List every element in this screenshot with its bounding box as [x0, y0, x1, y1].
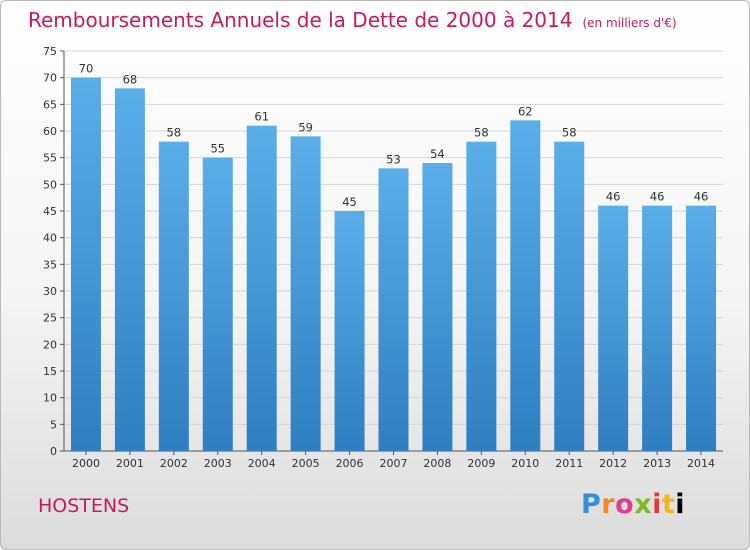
- x-tick-label: 2002: [160, 457, 188, 470]
- bar-2012: [598, 205, 629, 451]
- data-label-2005: 59: [298, 120, 313, 134]
- data-label-2009: 58: [474, 126, 489, 140]
- y-tick-label: 65: [43, 98, 57, 111]
- x-tick-label: 2003: [204, 457, 232, 470]
- data-label-2012: 46: [606, 190, 621, 204]
- proxiti-logo: Proxiti: [581, 489, 686, 520]
- data-label-2014: 46: [694, 190, 709, 204]
- y-tick-label: 45: [43, 205, 57, 218]
- data-label-2008: 54: [430, 147, 445, 161]
- y-tick-label: 35: [43, 258, 57, 271]
- x-tick-label: 2008: [423, 457, 451, 470]
- chart-unit: (en milliers d'€): [582, 16, 677, 30]
- data-label-2011: 58: [562, 126, 577, 140]
- y-tick-label: 60: [43, 125, 57, 138]
- y-tick-label: 50: [43, 178, 57, 191]
- y-tick-label: 25: [43, 312, 57, 325]
- data-label-2003: 55: [210, 142, 225, 156]
- x-tick-label: 2007: [380, 457, 408, 470]
- y-tick-label: 15: [43, 365, 57, 378]
- x-tick-label: 2004: [248, 457, 276, 470]
- bar-2000: [70, 77, 101, 452]
- y-tick-label: 10: [43, 392, 57, 405]
- x-tick-label: 2001: [116, 457, 144, 470]
- y-tick-label: 55: [43, 152, 57, 165]
- x-tick-label: 2014: [687, 457, 715, 470]
- y-tick-label: 5: [50, 418, 57, 431]
- bar-2011: [554, 141, 585, 451]
- x-tick-label: 2012: [599, 457, 627, 470]
- bar-2007: [378, 168, 409, 452]
- bar-2005: [290, 136, 321, 452]
- bar-2004: [246, 125, 277, 452]
- data-label-2006: 45: [342, 195, 357, 209]
- bar-2002: [158, 141, 189, 451]
- bar-2003: [202, 157, 233, 451]
- chart-title: Remboursements Annuels de la Dette de 20…: [28, 8, 677, 32]
- bar-2008: [422, 163, 453, 451]
- bar-2014: [686, 205, 717, 451]
- chart-title-text: Remboursements Annuels de la Dette de 20…: [28, 8, 573, 32]
- data-label-2007: 53: [386, 152, 401, 166]
- bar-2009: [466, 141, 497, 451]
- bars: [70, 77, 717, 452]
- bar-2010: [510, 120, 541, 451]
- bar-2006: [334, 211, 365, 451]
- x-tick-label: 2006: [336, 457, 364, 470]
- data-label-2001: 68: [123, 72, 138, 86]
- data-label-2013: 46: [650, 190, 665, 204]
- x-tick-label: 2005: [292, 457, 320, 470]
- x-tick-label: 2011: [555, 457, 583, 470]
- x-tick-label: 2009: [467, 457, 495, 470]
- x-tick-label: 2013: [643, 457, 671, 470]
- bar-2013: [642, 205, 673, 451]
- data-label-2002: 58: [167, 126, 182, 140]
- data-label-2004: 61: [254, 110, 269, 124]
- x-tick-label: 2010: [511, 457, 539, 470]
- bar-2001: [114, 88, 145, 451]
- y-tick-label: 40: [43, 232, 57, 245]
- data-labels: 70 68 58 55 61 59 45 53 54 58 62 58 46 46 46: [79, 62, 709, 209]
- data-label-2010: 62: [518, 104, 533, 118]
- y-tick-label: 20: [43, 338, 57, 351]
- y-tick-label: 75: [43, 45, 57, 58]
- data-label-2000: 70: [79, 62, 94, 76]
- commune-name: HOSTENS: [38, 495, 130, 517]
- y-tick-label: 70: [43, 72, 57, 85]
- y-tick-label: 30: [43, 285, 57, 298]
- y-tick-label: 0: [50, 445, 57, 458]
- x-tick-label: 2000: [72, 457, 100, 470]
